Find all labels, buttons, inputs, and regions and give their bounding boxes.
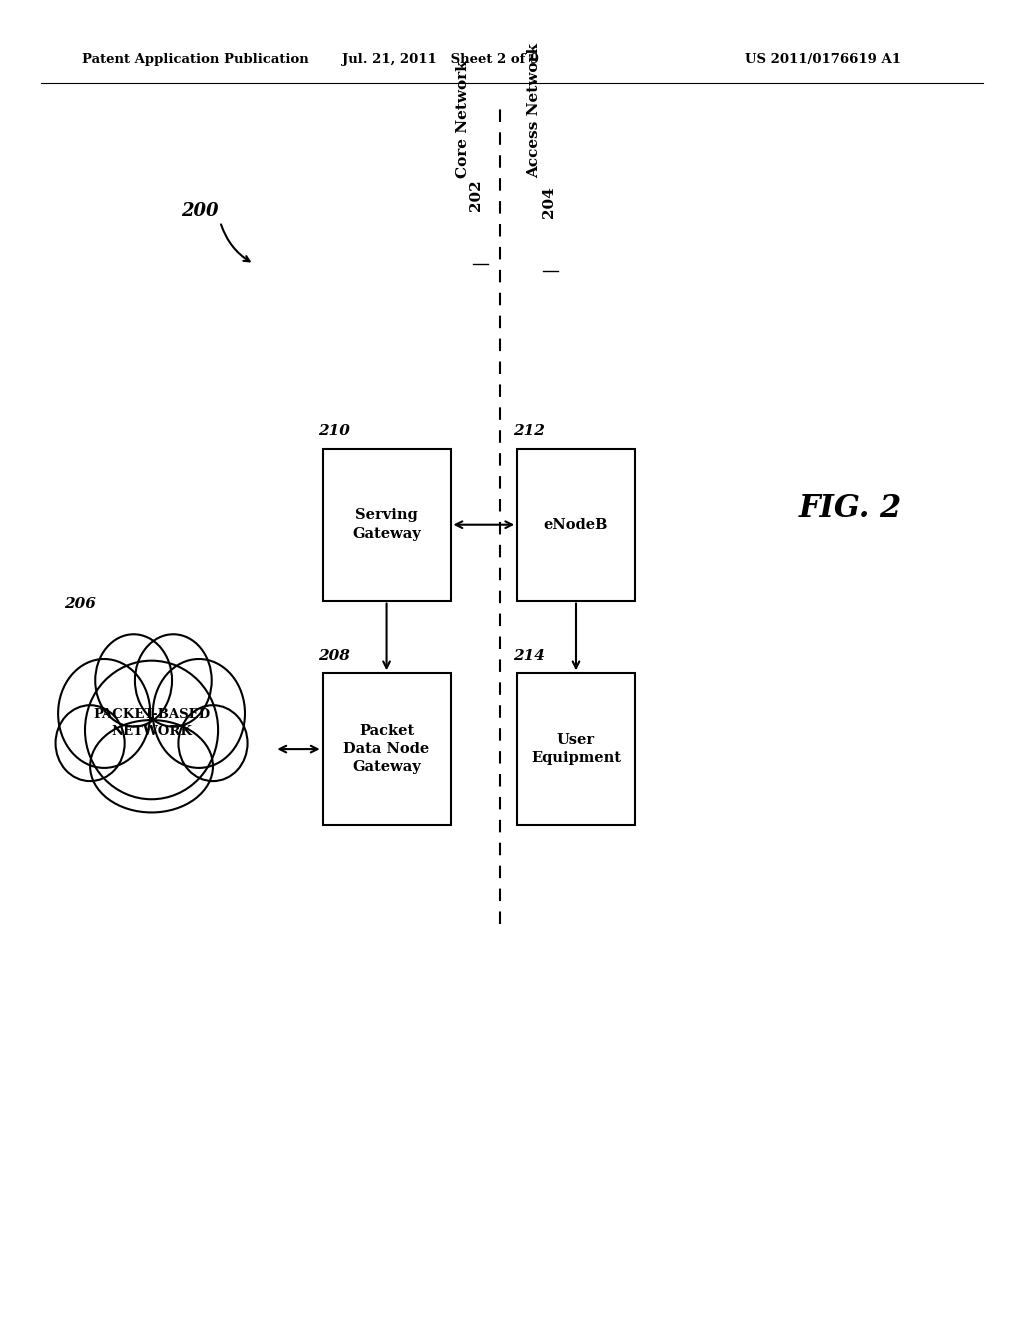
- Text: 202: 202: [469, 180, 483, 211]
- Ellipse shape: [90, 721, 213, 813]
- Ellipse shape: [58, 659, 151, 768]
- Text: Serving
Gateway: Serving Gateway: [352, 508, 421, 541]
- Text: Patent Application Publication: Patent Application Publication: [82, 53, 308, 66]
- Ellipse shape: [153, 659, 245, 768]
- Text: 204: 204: [542, 186, 556, 218]
- Text: 208: 208: [318, 648, 350, 663]
- Text: Jul. 21, 2011   Sheet 2 of 9: Jul. 21, 2011 Sheet 2 of 9: [342, 53, 539, 66]
- FancyBboxPatch shape: [517, 673, 635, 825]
- Text: eNodeB: eNodeB: [544, 517, 608, 532]
- FancyBboxPatch shape: [323, 673, 451, 825]
- Ellipse shape: [135, 635, 212, 726]
- Text: PACKET-BASED
NETWORK: PACKET-BASED NETWORK: [93, 709, 210, 738]
- Text: US 2011/0176619 A1: US 2011/0176619 A1: [745, 53, 901, 66]
- Text: 206: 206: [65, 597, 96, 611]
- Ellipse shape: [95, 635, 172, 726]
- Ellipse shape: [85, 661, 218, 799]
- FancyBboxPatch shape: [517, 449, 635, 601]
- Text: FIG. 2: FIG. 2: [799, 492, 901, 524]
- Ellipse shape: [55, 705, 125, 781]
- Text: User
Equipment: User Equipment: [531, 733, 621, 766]
- Text: Packet
Data Node
Gateway: Packet Data Node Gateway: [343, 723, 430, 775]
- Text: Access Network: Access Network: [527, 44, 542, 178]
- Text: Core Network: Core Network: [456, 61, 470, 178]
- Text: 212: 212: [513, 424, 545, 438]
- FancyBboxPatch shape: [323, 449, 451, 601]
- Text: 200: 200: [181, 202, 218, 220]
- Text: 210: 210: [318, 424, 350, 438]
- Ellipse shape: [178, 705, 248, 781]
- Text: 214: 214: [513, 648, 545, 663]
